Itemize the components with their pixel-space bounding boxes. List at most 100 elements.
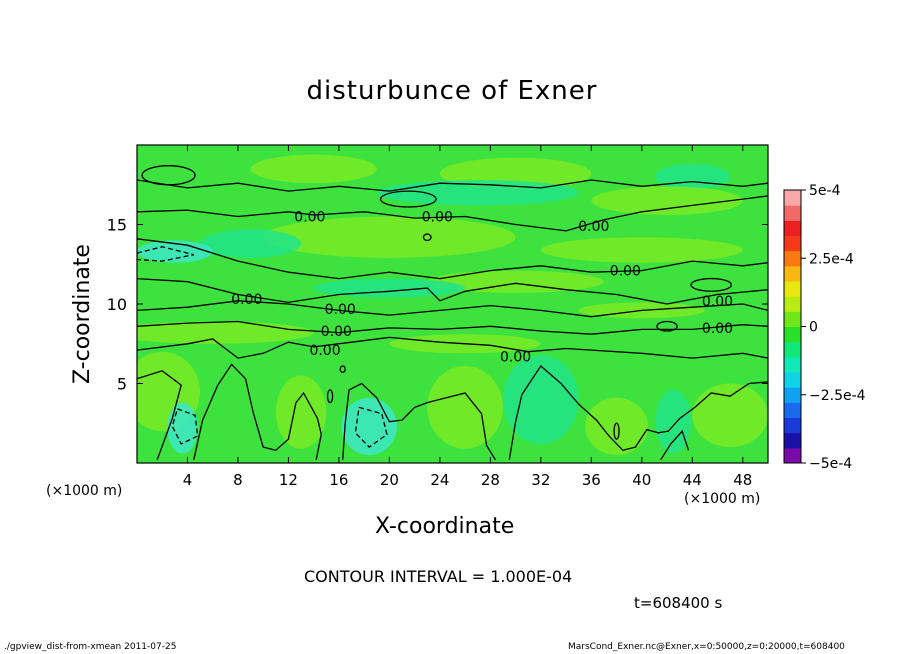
colorbar-segment [784,190,801,206]
x-axis-label: X-coordinate [375,514,515,539]
field-patch [591,186,743,215]
contour-line [660,429,690,461]
field-patch [692,383,768,448]
contour-labels: 0.00 0.00 0.00 0.00 0.00 0.00 0.00 0.00 0.00 0.00… [231,210,733,366]
contour-ring [339,365,346,374]
colorbar-segment [784,417,801,434]
colorbar-tick-label: 5e-4 [809,183,841,199]
colorbar-tick-label: −5e-4 [809,456,852,472]
contour-label: 0.00 [578,219,609,235]
field-patch [313,278,466,298]
contour-line [137,277,768,305]
contour-label: 0.00 [422,210,453,226]
contour-ring [379,190,437,208]
contour-ring [656,320,678,332]
field-patch [502,354,579,444]
x-tick-label: 36 [582,471,601,489]
colorbar-segment [784,356,801,373]
y-axis-label: Z-coordinate [70,244,95,384]
x-tick-label: 4 [183,471,193,489]
field-patch [250,154,377,184]
contour-ring [613,422,620,440]
field-patch [137,321,314,344]
contour-interval: CONTOUR INTERVAL = 1.000E-04 [304,567,573,586]
contour-ring [690,277,733,292]
negative-contour-line [354,406,388,448]
colorbar-segment [784,372,801,388]
x-tick-label: 20 [380,471,399,489]
colorbar: 5e-4 2.5e-4 0 −2.5e-4 −5e-4 [783,183,866,472]
field-patch [137,240,213,263]
contour-label: 0.00 [325,302,356,318]
field-patch [275,375,327,449]
time-label: t=608400 s [634,594,723,612]
colorbar-segment [784,265,801,282]
footer-left: ./gpview_dist-from-xmean 2011-07-25 [4,642,177,652]
colorbar-tick-label: −2.5e-4 [809,388,866,404]
contour-ring [141,165,196,186]
colorbar-segment [784,311,801,327]
colorbar-segment [784,296,801,312]
x-tick-label: 32 [531,471,550,489]
contour-lines [137,165,768,461]
contour-label: 0.00 [309,343,340,359]
colorbar-segment [784,281,801,297]
contour-line [137,179,768,192]
colorbar-segment [784,220,801,236]
x-tick-label: 16 [329,471,348,489]
contour-line [193,363,322,460]
x-tick-label: 44 [683,471,702,489]
field-patch [427,366,503,449]
field-patch [341,397,397,456]
colorbar-segment [784,341,801,358]
contour-line [137,238,768,280]
contour-field [137,145,768,463]
x-unit-right: (×1000 m) [684,491,761,507]
x-tick-label: 48 [733,471,752,489]
y-tick-label: 5 [117,375,127,394]
contour-line [137,300,768,318]
colorbar-segment [784,205,801,221]
contour-ring [422,233,432,242]
x-unit-left: (×1000 m) [46,483,123,499]
colorbar-segment [784,250,801,267]
colorbar-tick-label: 2.5e-4 [809,251,854,267]
colorbar-segment [784,402,801,418]
colorbar-tick-label: 0 [809,320,818,336]
field-patch [427,270,604,293]
negative-contour-line [171,408,199,445]
x-tick-label: 12 [279,471,298,489]
colorbar-segment [784,447,801,464]
chart-title: disturbunce of Exner [306,76,598,106]
colorbar-segment [784,387,801,403]
x-tick-label: 40 [632,471,651,489]
contour-label: 0.00 [294,210,325,226]
x-tick-label: 24 [430,471,449,489]
colorbar-segment [784,326,801,343]
y-tick-label: 15 [107,216,127,235]
negative-contour-line [137,246,194,262]
y-tick-label: 10 [107,295,127,314]
field-patch [167,402,198,454]
x-tick-label: 28 [481,471,500,489]
field-patch [200,229,302,258]
contour-line [137,195,768,232]
field-patch [585,397,649,456]
field-patch [654,164,731,190]
contour-line [137,336,768,359]
field-patch [263,216,516,258]
contour-label: 0.00 [702,321,733,337]
contour-line [137,370,182,461]
contour-label: 0.00 [321,324,352,340]
contour-line [342,382,496,461]
contour-label: 0.00 [702,294,733,310]
contour-line [137,320,768,335]
contour-label: 0.00 [231,292,262,308]
contour-line [508,365,768,460]
contour-ring [326,389,334,404]
colorbar-segment [784,235,801,252]
field-patch [540,237,743,263]
colorbar-segment [784,432,801,449]
x-tick-label: 8 [233,471,243,489]
